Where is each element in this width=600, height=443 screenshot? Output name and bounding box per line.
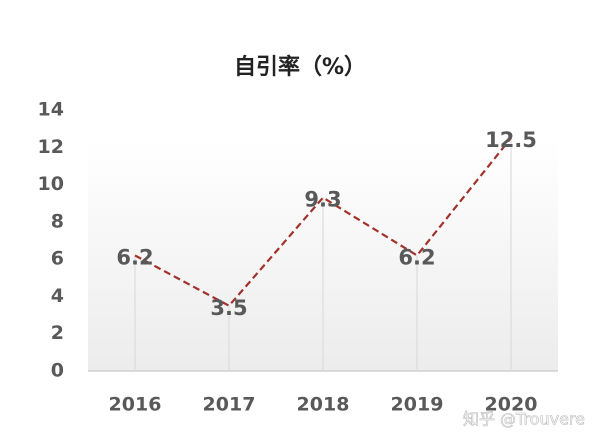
y-tick-label: 12 bbox=[38, 136, 64, 158]
x-tick-label: 2018 bbox=[297, 394, 350, 416]
data-label: 3.5 bbox=[210, 296, 247, 320]
y-tick-label: 2 bbox=[51, 322, 64, 344]
data-label: 9.3 bbox=[304, 188, 341, 212]
y-tick-label: 14 bbox=[38, 99, 64, 121]
y-tick-label: 4 bbox=[51, 285, 64, 307]
x-tick-label: 2020 bbox=[485, 394, 538, 416]
data-label: 6.2 bbox=[398, 245, 435, 269]
line bbox=[134, 137, 512, 308]
y-tick-label: 0 bbox=[51, 360, 64, 382]
x-tick-label: 2019 bbox=[391, 394, 444, 416]
chart-title: 自引率（%） bbox=[234, 54, 366, 80]
data-label: 12.5 bbox=[485, 128, 537, 152]
y-tick-label: 10 bbox=[38, 173, 64, 195]
y-tick-label: 8 bbox=[51, 210, 64, 232]
x-tick-label: 2017 bbox=[203, 394, 256, 416]
data-label: 6.2 bbox=[116, 245, 153, 269]
y-tick-label: 6 bbox=[51, 248, 64, 270]
watermark: 知乎 @Trouvere bbox=[463, 410, 585, 429]
x-tick-label: 2016 bbox=[109, 394, 162, 416]
